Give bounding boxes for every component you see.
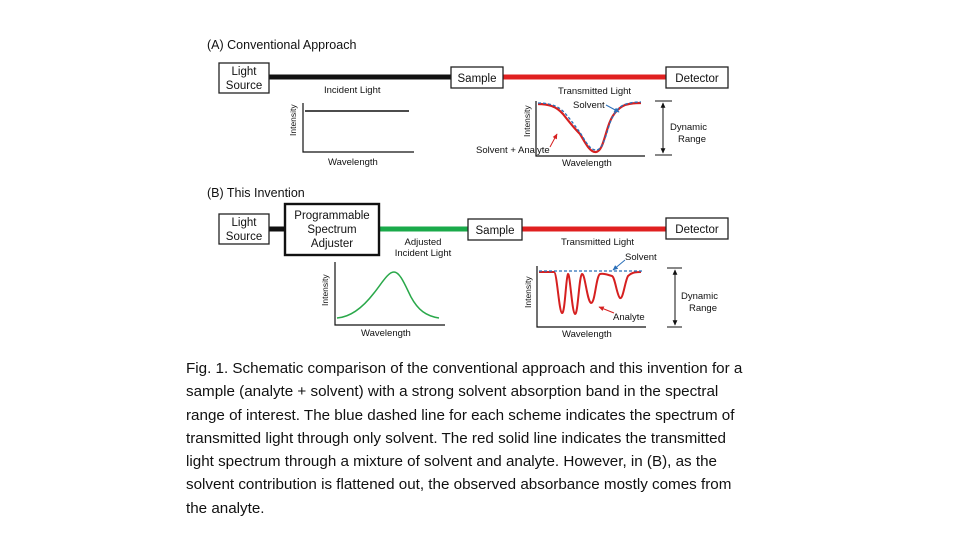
panel-a-transmitted-light-label: Transmitted Light xyxy=(558,86,631,97)
panel-b-adjusted-light-line2: Incident Light xyxy=(395,248,452,259)
panel-a-dynamic-range-line1: Dynamic xyxy=(670,122,707,133)
panel-a-right-plot-xlabel: Wavelength xyxy=(562,158,612,169)
panel-b-adjuster-box xyxy=(283,202,381,257)
panel-b-adjuster-line1: Programmable xyxy=(294,210,369,222)
panel-b-transmitted-light-label: Transmitted Light xyxy=(561,237,634,248)
panel-b-left-plot-ylabel: Intensity xyxy=(320,274,330,306)
panel-b-left-plot-xlabel: Wavelength xyxy=(361,328,411,339)
caption-line-6: solvent contribution is flattened out, t… xyxy=(186,476,732,494)
caption-line-1: Fig. 1. Schematic comparison of the conv… xyxy=(186,360,743,377)
panel-b-dynamic-range-line1: Dynamic xyxy=(681,291,718,302)
panel-a-sample-box xyxy=(450,66,504,89)
panel-a-light-source-line1: Light xyxy=(232,66,258,78)
panel-a-left-plot-ylabel: Intensity xyxy=(288,104,298,136)
panel-b-right-plot-xlabel: Wavelength xyxy=(562,329,612,340)
panel-a-title: (A) Conventional Approach xyxy=(207,38,356,52)
panel-b-right-plot-ylabel: Intensity xyxy=(523,276,533,308)
panel-b-solvent-label: Solvent xyxy=(625,252,657,263)
panel-a-solvent-curve xyxy=(537,101,642,151)
caption-line-5: light spectrum through a mixture of solv… xyxy=(186,453,717,471)
panel-a-solvent-label: Solvent xyxy=(573,100,605,111)
panel-b-adjusted-spectrum-curve xyxy=(336,271,440,319)
panel-a-mixture-label: Solvent + Analyte xyxy=(476,145,550,156)
caption-line-7: the analyte. xyxy=(186,499,265,517)
panel-b-adjuster-line2: Spectrum xyxy=(307,224,356,236)
panel-a: (A) Conventional Approach Light Source S… xyxy=(207,38,729,169)
panel-b-detector-box xyxy=(665,217,729,240)
panel-a-mixture-curve xyxy=(537,101,642,154)
panel-b-light-source-line1: Light xyxy=(232,217,258,229)
panel-b-right-plot-axes xyxy=(536,266,646,328)
panel-a-incident-light-label: Incident Light xyxy=(324,85,381,96)
panel-b-sample-box xyxy=(467,218,523,241)
panel-b-sample-label: Sample xyxy=(476,225,515,237)
panel-b-analyte-pointer xyxy=(598,306,615,314)
panel-a-detector-box xyxy=(665,66,729,89)
panel-a-mixture-pointer xyxy=(549,133,558,148)
panel-a-solvent-pointer xyxy=(605,104,620,113)
panel-b-analyte-label: Analyte xyxy=(613,312,645,323)
caption-line-4: transmitted light through only solvent. … xyxy=(186,429,727,447)
panel-a-left-plot-xlabel: Wavelength xyxy=(328,157,378,168)
panel-a-dynamic-range-line2: Range xyxy=(678,134,706,145)
panel-b-analyte-curve xyxy=(539,271,642,316)
panel-a-sample-label: Sample xyxy=(458,73,497,85)
panel-a-light-source-line2: Source xyxy=(226,80,262,92)
panel-b-left-plot-axes xyxy=(334,262,445,326)
panel-b-adjusted-light-line1: Adjusted xyxy=(405,237,442,248)
panel-a-light-source-box xyxy=(218,62,270,94)
panel-a-left-plot-axes xyxy=(302,103,414,153)
panel-b-solvent-pointer xyxy=(612,259,626,271)
panel-b-detector-label: Detector xyxy=(675,224,719,236)
panel-b-adjuster-line3: Adjuster xyxy=(311,238,353,250)
panel-a-right-plot-ylabel: Intensity xyxy=(522,105,532,137)
panel-b-light-source-box xyxy=(218,213,270,245)
panel-b-light-source-line2: Source xyxy=(226,231,262,243)
caption-line-3: range of interest. The blue dashed line … xyxy=(186,406,735,424)
panel-b-dynamic-range-line2: Range xyxy=(689,303,717,314)
panel-a-right-plot-axes xyxy=(535,101,645,157)
panel-b-title: (B) This Invention xyxy=(207,186,305,200)
panel-b: (B) This Invention Light Source Programm… xyxy=(207,186,729,340)
schematic-diagram: (A) Conventional Approach Light Source S… xyxy=(207,38,729,340)
caption-line-2: sample (analyte + solvent) with a strong… xyxy=(186,383,719,401)
panel-a-detector-label: Detector xyxy=(675,73,719,85)
figure-caption: Fig. 1. Schematic comparison of the conv… xyxy=(186,357,806,520)
